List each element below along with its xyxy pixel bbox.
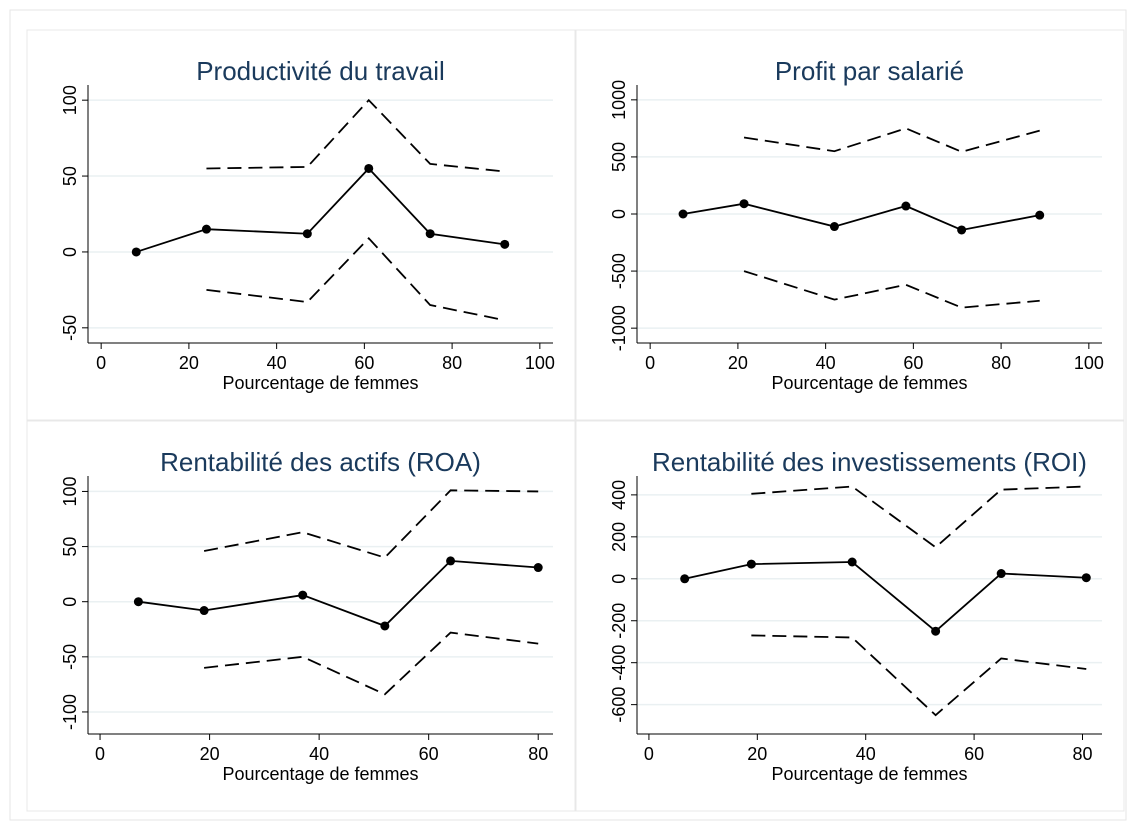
point <box>199 606 209 616</box>
point <box>746 559 756 569</box>
x-tick-label: 60 <box>964 744 984 764</box>
x-tick-label: 80 <box>442 353 462 373</box>
point <box>739 199 749 209</box>
x-tick-label: 60 <box>354 353 374 373</box>
point <box>298 590 308 600</box>
x-tick-label: 20 <box>728 353 748 373</box>
panel-title: Productivité du travail <box>196 56 445 86</box>
x-tick-label: 0 <box>644 744 654 764</box>
x-tick-label: 80 <box>991 353 1011 373</box>
ci-line <box>206 98 505 173</box>
point <box>901 201 911 211</box>
y-tick-label: -200 <box>609 603 629 639</box>
y-tick-label: 50 <box>60 166 80 186</box>
estimate-line <box>684 561 1087 633</box>
point <box>847 557 857 567</box>
point <box>131 247 141 257</box>
x-tick-label: 40 <box>267 353 287 373</box>
x-axis-label: Pourcentage de femmes <box>222 764 418 784</box>
point <box>680 574 690 584</box>
y-tick-label: -1000 <box>609 305 629 351</box>
x-tick-label: 100 <box>1074 353 1104 373</box>
y-tick-label: -100 <box>60 694 80 730</box>
x-axis-label: Pourcentage de femmes <box>771 373 967 393</box>
x-axis-label: Pourcentage de femmes <box>771 764 967 784</box>
x-tick-label: 60 <box>903 353 923 373</box>
x-tick-label: 80 <box>1072 744 1092 764</box>
x-tick-label: 0 <box>96 353 106 373</box>
x-tick-label: 0 <box>645 353 655 373</box>
y-tick-label: 0 <box>60 247 80 257</box>
ci-line <box>743 270 1040 309</box>
x-tick-label: 20 <box>200 744 220 764</box>
point <box>133 597 143 607</box>
y-tick-label: 1000 <box>609 80 629 120</box>
y-tick-label: 50 <box>60 537 80 557</box>
ci-line <box>206 236 505 322</box>
y-tick-label: -600 <box>609 687 629 723</box>
y-tick-label: -50 <box>60 644 80 670</box>
point <box>425 229 435 239</box>
point <box>996 569 1006 579</box>
x-tick-label: 100 <box>525 353 555 373</box>
panel-title: Rentabilité des investissements (ROI) <box>652 447 1087 477</box>
x-tick-label: 20 <box>747 744 767 764</box>
panel <box>26 420 576 812</box>
y-tick-label: 100 <box>60 476 80 506</box>
panel-title: Profit par salarié <box>775 56 964 86</box>
y-tick-label: 0 <box>60 597 80 607</box>
estimate-line <box>138 559 539 627</box>
point <box>201 224 211 234</box>
point <box>302 229 312 239</box>
x-tick-label: 80 <box>528 744 548 764</box>
ci-line <box>743 127 1040 153</box>
point <box>500 239 510 249</box>
point <box>957 225 967 235</box>
panel <box>575 29 1125 421</box>
point <box>533 563 543 573</box>
y-tick-label: 0 <box>609 574 629 584</box>
y-tick-label: 500 <box>609 142 629 172</box>
estimate-line <box>682 202 1040 231</box>
x-tick-label: 0 <box>95 744 105 764</box>
x-tick-label: 60 <box>419 744 439 764</box>
point <box>931 626 941 636</box>
panel <box>26 29 576 421</box>
x-axis-label: Pourcentage de femmes <box>222 373 418 393</box>
y-tick-label: -400 <box>609 645 629 681</box>
y-tick-label: 100 <box>60 85 80 115</box>
x-tick-label: 40 <box>309 744 329 764</box>
panel-title: Rentabilité des actifs (ROA) <box>160 447 481 477</box>
y-tick-label: -50 <box>60 315 80 341</box>
y-tick-label: -500 <box>609 253 629 289</box>
estimate-line <box>135 167 505 253</box>
point <box>829 222 839 232</box>
panel <box>575 420 1125 812</box>
x-tick-label: 20 <box>179 353 199 373</box>
point <box>1081 573 1091 583</box>
y-tick-label: 400 <box>609 480 629 510</box>
point <box>678 209 688 219</box>
ci-line <box>751 634 1087 717</box>
y-tick-label: 200 <box>609 522 629 552</box>
point <box>364 163 374 173</box>
point <box>380 621 390 631</box>
point <box>1035 210 1045 220</box>
ci-line <box>751 485 1087 549</box>
ci-line <box>203 489 539 559</box>
x-tick-label: 40 <box>856 744 876 764</box>
point <box>446 556 456 566</box>
ci-line <box>204 631 539 696</box>
y-tick-label: 0 <box>609 209 629 219</box>
x-tick-label: 40 <box>816 353 836 373</box>
